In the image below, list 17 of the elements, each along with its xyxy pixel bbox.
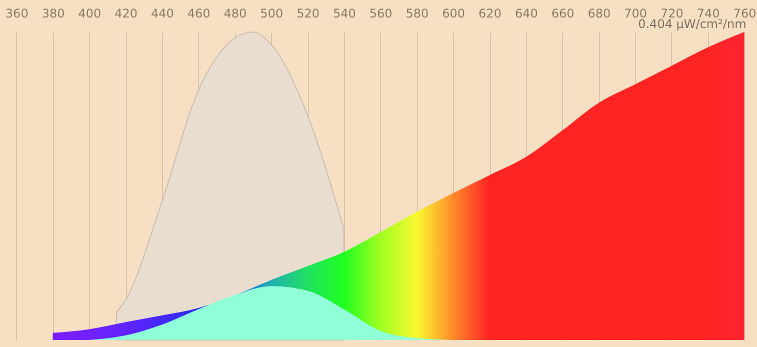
x-tick-label: 440 bbox=[151, 6, 174, 20]
x-tick-label: 540 bbox=[332, 6, 356, 20]
x-tick-label: 640 bbox=[514, 6, 538, 20]
x-tick-label: 580 bbox=[406, 6, 429, 20]
x-tick-label: 680 bbox=[588, 6, 611, 20]
x-tick-label: 620 bbox=[478, 6, 502, 20]
x-tick-label: 380 bbox=[42, 6, 65, 20]
x-tick-label: 400 bbox=[78, 6, 102, 20]
x-tick-label: 420 bbox=[114, 6, 138, 20]
x-tick-label: 360 bbox=[5, 6, 28, 20]
x-tick-label: 500 bbox=[260, 6, 284, 20]
x-tick-label: 600 bbox=[442, 6, 466, 20]
x-tick-label: 560 bbox=[369, 6, 392, 20]
x-tick-label: 460 bbox=[187, 6, 210, 20]
x-tick-label: 480 bbox=[224, 6, 247, 20]
x-tick-label: 520 bbox=[296, 6, 320, 20]
x-tick-label: 660 bbox=[551, 6, 574, 20]
